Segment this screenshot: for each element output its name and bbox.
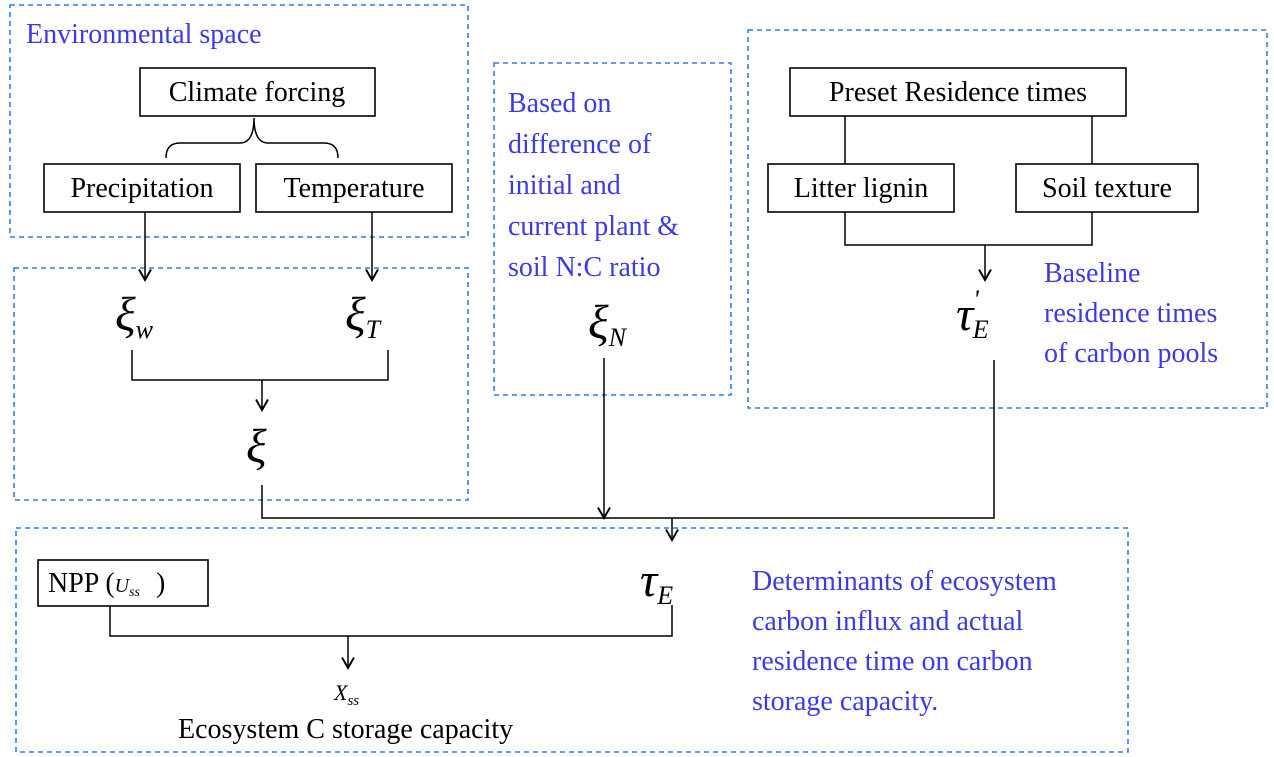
subscript: E xyxy=(972,315,989,344)
node-label: Climate forcing xyxy=(169,77,346,108)
region-text: initial and xyxy=(508,170,621,201)
symbol-char: τ xyxy=(956,288,975,341)
subscript: ss xyxy=(347,693,359,709)
symbol: ξN xyxy=(588,296,628,352)
bracket xyxy=(165,117,339,159)
nitrogen-region xyxy=(493,62,732,396)
subscript: N xyxy=(608,323,628,352)
symbol-char: ξ xyxy=(345,288,366,341)
npp-symbol: U xyxy=(115,575,131,597)
node-box xyxy=(139,67,376,117)
env-region xyxy=(9,4,469,238)
symbol-char: ξ xyxy=(246,420,267,473)
node-box xyxy=(767,163,955,213)
connector xyxy=(109,605,673,637)
baseline-region xyxy=(747,29,1268,409)
region-text: residence times xyxy=(1044,298,1217,329)
symbol: Xss xyxy=(333,680,359,709)
node-box xyxy=(1015,163,1199,213)
node-label: Soil texture xyxy=(1042,173,1172,204)
region-text: current plant & xyxy=(508,211,679,242)
npp-subscript: ss xyxy=(129,585,140,600)
npp-label: NPP ( xyxy=(48,568,115,599)
subscript: E xyxy=(656,581,673,610)
connectors xyxy=(109,116,1093,670)
subscript: w xyxy=(136,315,154,344)
region-texts: Based on difference of initial and current … xyxy=(508,88,1218,717)
region-text: Baseline xyxy=(1044,258,1140,289)
node-label: Preset Residence times xyxy=(829,77,1087,108)
connector xyxy=(131,350,389,381)
node-box xyxy=(43,163,241,213)
node-label: NPP (Uss) xyxy=(48,568,165,600)
region-text: carbon influx and actual xyxy=(752,606,1024,637)
node-label: Precipitation xyxy=(70,173,213,204)
symbol: ξT xyxy=(345,288,382,344)
node-box xyxy=(37,559,209,607)
region-text: Determinants of ecosystem xyxy=(752,566,1057,597)
region-text: of carbon pools xyxy=(1044,338,1218,369)
region-text: soil N:C ratio xyxy=(508,252,660,283)
region-text: residence time on carbon xyxy=(752,646,1033,677)
region-text: difference of xyxy=(508,129,652,160)
determinants-region xyxy=(15,527,1129,753)
symbol: ξw xyxy=(115,288,154,344)
node-label: Temperature xyxy=(283,173,424,204)
region-text: Based on xyxy=(508,88,611,119)
symbol-char: ξ xyxy=(115,288,136,341)
symbol-char: τ xyxy=(640,554,659,607)
regions xyxy=(9,4,1268,753)
symbol: τ' E xyxy=(956,285,989,344)
symbol: τE xyxy=(640,554,673,610)
node-box xyxy=(789,67,1127,117)
subscript: T xyxy=(366,315,382,344)
node-label: Litter lignin xyxy=(794,173,929,204)
output-label: Ecosystem C storage capacity xyxy=(178,714,513,745)
scalar-region xyxy=(13,267,469,501)
node-box xyxy=(255,163,453,213)
symbol-char: ξ xyxy=(588,296,609,349)
region-text: storage capacity. xyxy=(752,686,938,717)
connector xyxy=(844,212,1093,246)
npp-suffix: ) xyxy=(156,568,165,599)
region-title: Environmental space xyxy=(26,19,262,50)
boxes xyxy=(37,67,1199,607)
connector xyxy=(261,360,995,519)
symbol: ξ xyxy=(246,420,267,473)
superscript: ' xyxy=(973,285,979,314)
symbol-char: X xyxy=(333,680,349,705)
